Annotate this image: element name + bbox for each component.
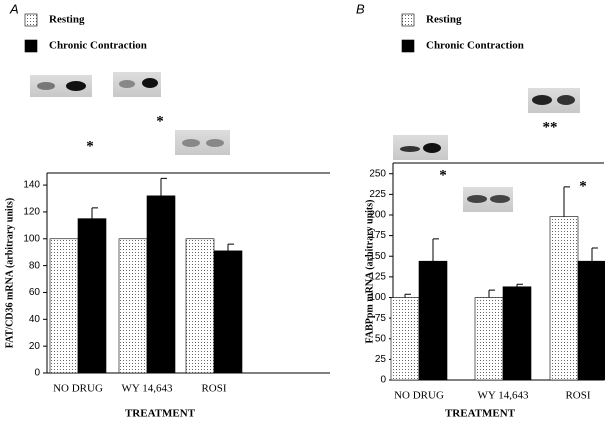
y-tick-label: 75: [375, 313, 387, 324]
annotation: **: [543, 119, 558, 135]
x-tick-label: ROSI: [565, 390, 590, 402]
error-bar: [488, 289, 495, 298]
y-tick-label: 0: [34, 368, 40, 379]
panel-label: A: [9, 1, 19, 16]
error-bar: [227, 243, 234, 251]
y-tick-label: 125: [369, 272, 386, 283]
annotation: *: [156, 113, 164, 129]
y-axis-title: FAT/CD36 mRNA (arbitrary units): [4, 198, 15, 348]
y-tick-label: 225: [369, 189, 386, 200]
legend-swatch: [24, 13, 38, 27]
bar: [118, 238, 148, 374]
y-tick-label: 100: [369, 292, 386, 303]
y-tick-label: 140: [23, 180, 40, 191]
error-bar: [563, 186, 570, 217]
bar: [474, 297, 504, 381]
blots: [30, 72, 580, 212]
panel-label: B: [356, 1, 365, 16]
y-tick-label: 80: [29, 260, 41, 271]
legend-swatch: [401, 39, 415, 53]
bar: [418, 260, 448, 381]
error-bar: [591, 247, 598, 262]
y-tick-label: 20: [29, 341, 41, 352]
x-axis-title: TREATMENT: [445, 408, 516, 420]
y-tick-label: 40: [29, 314, 41, 325]
x-tick-label: WY 14,643: [122, 383, 173, 395]
legend-swatch: [401, 13, 415, 27]
bar: [77, 218, 107, 374]
y-tick-label: 250: [369, 168, 386, 179]
bar: [577, 260, 605, 381]
y-tick-label: 60: [29, 287, 41, 298]
annotation: *: [439, 167, 447, 183]
x-tick-label: NO DRUG: [53, 383, 103, 395]
y-tick-label: 100: [23, 233, 40, 244]
y-tick-label: 175: [369, 230, 386, 241]
y-tick-label: 50: [375, 333, 387, 344]
legend-label: Resting: [426, 14, 462, 26]
bar: [146, 195, 176, 374]
bar: [185, 238, 215, 374]
legend-label: Chronic Contraction: [49, 40, 147, 52]
x-tick-label: NO DRUG: [394, 390, 444, 402]
x-tick-label: WY 14,643: [478, 390, 529, 402]
y-tick-label: 120: [23, 207, 40, 218]
y-tick-label: 25: [375, 354, 387, 365]
bar: [502, 286, 532, 381]
y-tick-label: 150: [369, 251, 386, 262]
error-bar: [432, 238, 439, 262]
bar: [213, 250, 243, 374]
annotation: *: [579, 178, 587, 194]
error-bar: [160, 177, 167, 196]
x-tick-label: ROSI: [201, 383, 226, 395]
y-tick-label: 200: [369, 210, 386, 221]
x-axis-title: TREATMENT: [125, 408, 196, 420]
bar: [49, 238, 79, 374]
annotation: *: [86, 138, 94, 154]
legend-swatch: [24, 39, 38, 53]
bar: [549, 216, 579, 381]
error-bar: [91, 207, 98, 219]
y-axis-title: FABPpm mRNA (arbitrary units): [364, 200, 375, 344]
legend-label: Resting: [49, 14, 85, 26]
legend-label: Chronic Contraction: [426, 40, 524, 52]
y-tick-label: 0: [380, 375, 386, 386]
bar: [390, 297, 420, 381]
error-bar: [516, 283, 523, 287]
error-bar: [404, 293, 411, 298]
